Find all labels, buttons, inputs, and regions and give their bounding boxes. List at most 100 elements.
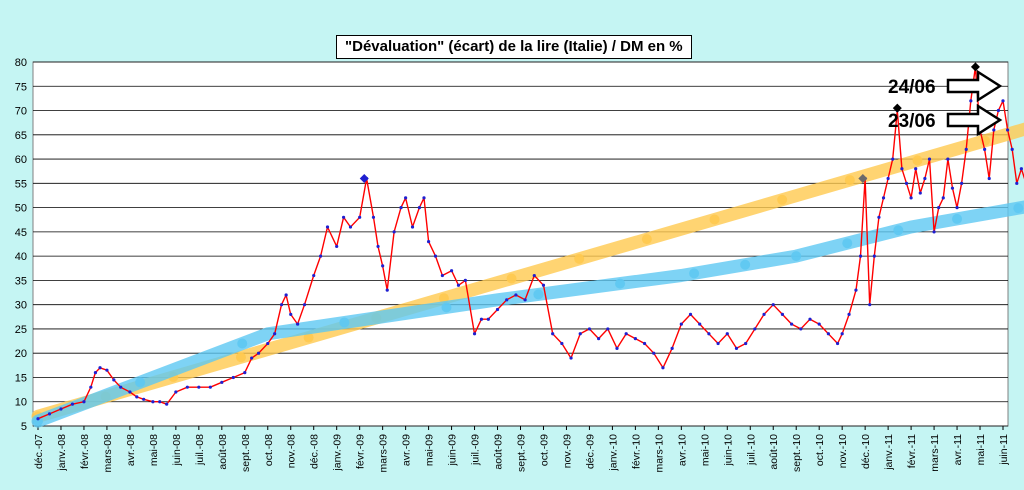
data-point bbox=[312, 273, 316, 278]
data-point bbox=[808, 317, 812, 321]
trend-dot bbox=[1013, 203, 1024, 214]
trend-dot bbox=[912, 155, 923, 166]
x-tick-label: janv.-09 bbox=[332, 434, 344, 472]
data-point bbox=[918, 191, 922, 195]
data-point bbox=[472, 332, 477, 336]
data-point bbox=[817, 322, 821, 326]
data-point bbox=[479, 317, 484, 321]
y-tick-label: 80 bbox=[15, 57, 27, 69]
data-point bbox=[289, 312, 293, 316]
data-point bbox=[615, 346, 619, 350]
x-tick-label: mars-09 bbox=[378, 434, 390, 473]
y-tick-label: 60 bbox=[15, 154, 27, 166]
data-point bbox=[877, 215, 881, 219]
data-point bbox=[165, 402, 169, 406]
data-point bbox=[505, 298, 509, 302]
data-point bbox=[762, 312, 766, 316]
y-tick-label: 70 bbox=[15, 106, 27, 118]
data-point bbox=[59, 407, 63, 411]
data-point bbox=[835, 341, 840, 346]
data-point bbox=[151, 400, 155, 404]
data-point bbox=[220, 380, 224, 384]
data-point bbox=[440, 273, 444, 278]
annotation-date-2: 23/06 bbox=[888, 111, 936, 132]
x-tick-label: juin-09 bbox=[447, 434, 459, 467]
data-point bbox=[404, 196, 408, 200]
data-point bbox=[426, 239, 431, 244]
x-tick-label: janv.-08 bbox=[56, 434, 68, 472]
trend-dot bbox=[844, 175, 855, 186]
data-point bbox=[847, 312, 851, 316]
data-point bbox=[325, 225, 330, 229]
data-point bbox=[273, 332, 277, 336]
data-point bbox=[960, 181, 964, 185]
data-point bbox=[927, 157, 932, 161]
data-point bbox=[256, 351, 261, 355]
data-point bbox=[840, 332, 844, 336]
x-tick-label: mars-11 bbox=[929, 434, 941, 472]
y-tick-label: 15 bbox=[15, 372, 27, 384]
data-point bbox=[456, 283, 461, 287]
x-tick-label: févr.-08 bbox=[79, 434, 91, 469]
data-point bbox=[914, 167, 918, 171]
data-point bbox=[799, 327, 803, 331]
x-tick-label: avr.-09 bbox=[401, 434, 413, 466]
x-tick-label: juin-10 bbox=[722, 434, 734, 467]
x-tick-label: déc.-10 bbox=[860, 434, 872, 469]
data-point bbox=[296, 322, 300, 326]
data-point bbox=[578, 332, 582, 336]
data-point bbox=[734, 346, 739, 350]
data-point bbox=[98, 366, 102, 370]
data-point bbox=[385, 288, 389, 292]
data-point bbox=[514, 293, 518, 297]
data-point bbox=[996, 108, 1001, 113]
data-point bbox=[135, 395, 139, 399]
x-tick-label: févr.-10 bbox=[630, 434, 642, 469]
highlight-marker bbox=[970, 62, 980, 72]
data-point bbox=[900, 167, 904, 171]
y-tick-label: 30 bbox=[15, 300, 27, 312]
data-point bbox=[941, 196, 945, 200]
trend-dot bbox=[237, 338, 248, 349]
trend-dot bbox=[893, 225, 904, 236]
data-point bbox=[89, 385, 93, 389]
data-point bbox=[992, 128, 996, 132]
x-tick-label: mai-08 bbox=[148, 434, 160, 466]
data-point bbox=[523, 298, 527, 302]
data-point bbox=[1019, 167, 1023, 171]
highlight-marker bbox=[892, 103, 902, 113]
data-point bbox=[780, 312, 785, 316]
x-tick-label: juil.-10 bbox=[745, 434, 757, 466]
data-point bbox=[1005, 128, 1010, 132]
data-point bbox=[371, 215, 376, 219]
y-tick-label: 65 bbox=[15, 130, 27, 142]
data-point bbox=[868, 303, 872, 307]
data-point bbox=[47, 412, 52, 416]
trend-dot bbox=[842, 238, 853, 249]
x-tick-label: août-08 bbox=[217, 434, 229, 470]
data-point bbox=[950, 186, 955, 190]
x-tick-label: déc.-07 bbox=[33, 434, 45, 469]
x-tick-label: oct.-08 bbox=[263, 434, 275, 466]
data-point bbox=[495, 307, 500, 312]
x-tick-label: janv.-10 bbox=[607, 434, 619, 472]
y-tick-label: 45 bbox=[15, 227, 27, 239]
data-point bbox=[624, 332, 628, 336]
trend-dot bbox=[689, 268, 700, 279]
data-point bbox=[1010, 147, 1014, 151]
data-point bbox=[597, 337, 601, 341]
y-tick-label: 35 bbox=[15, 275, 27, 287]
data-point bbox=[422, 196, 426, 200]
data-point bbox=[341, 215, 346, 219]
data-point bbox=[279, 303, 284, 307]
trend-dot bbox=[533, 289, 544, 300]
trend-dot bbox=[615, 278, 626, 289]
data-point bbox=[335, 244, 339, 249]
annotation-arrow-2 bbox=[946, 103, 1003, 137]
y-tick-label: 25 bbox=[15, 324, 27, 336]
x-tick-label: juil.-08 bbox=[194, 434, 206, 466]
data-point bbox=[381, 264, 385, 268]
data-point bbox=[606, 327, 610, 331]
data-point bbox=[105, 368, 109, 372]
